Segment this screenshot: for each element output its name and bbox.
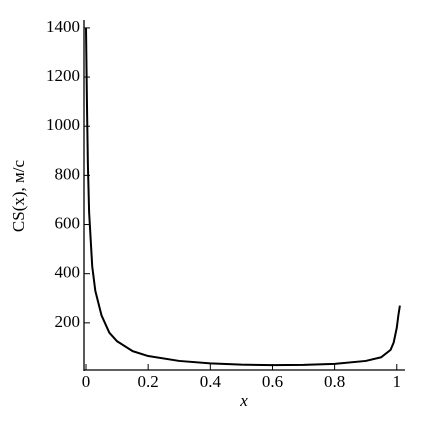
y-tick-label: 200	[55, 312, 81, 331]
x-tick-label: 1	[393, 372, 402, 391]
y-tick-label: 1400	[46, 17, 80, 36]
line-series	[85, 27, 401, 367]
x-tick-label: 0.2	[138, 372, 159, 391]
x-tick-label: 0.8	[324, 372, 345, 391]
y-tick-label: 600	[55, 213, 81, 232]
y-axis-label: CS(x), м/с	[9, 159, 28, 232]
x-tick-label: 0.4	[200, 372, 222, 391]
x-axis-label: x	[239, 391, 248, 410]
y-tick-label: 1200	[46, 66, 80, 85]
y-tick-label: 1000	[46, 115, 80, 134]
x-tick-label: 0.6	[262, 372, 283, 391]
x-tick-label: 0	[82, 372, 91, 391]
y-tick-label: 800	[55, 164, 81, 183]
y-tick-label: 400	[55, 263, 81, 282]
